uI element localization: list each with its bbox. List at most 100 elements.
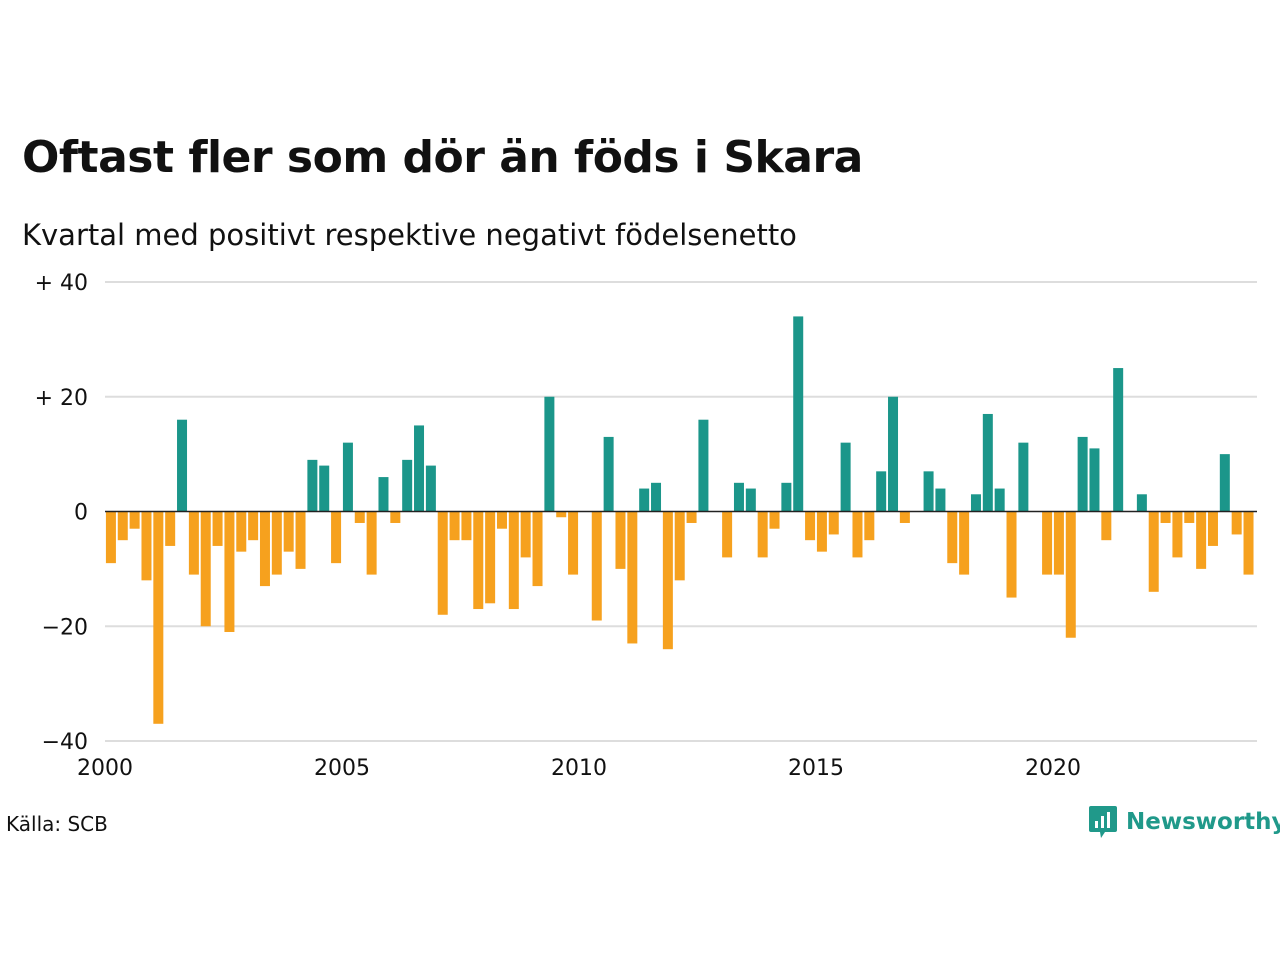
bar	[639, 488, 650, 512]
bar	[354, 511, 365, 523]
bar	[1089, 448, 1100, 512]
bar	[105, 511, 116, 564]
bar	[437, 511, 448, 615]
bar	[283, 511, 294, 552]
bar	[556, 511, 567, 518]
bar	[188, 511, 199, 575]
bar	[805, 511, 816, 541]
bar	[1077, 436, 1088, 512]
bar	[544, 396, 555, 512]
bar	[923, 471, 934, 512]
bar	[627, 511, 638, 644]
source-label: Källa: SCB	[6, 812, 108, 836]
bar	[402, 459, 413, 512]
bar	[793, 316, 804, 512]
bar	[828, 511, 839, 535]
bar	[722, 511, 733, 558]
bar	[876, 471, 887, 512]
bar	[378, 477, 389, 512]
bar	[259, 511, 270, 587]
bar	[603, 436, 614, 512]
chart-title: Oftast fler som dör än föds i Skara	[22, 132, 863, 183]
bars	[105, 316, 1257, 724]
bar	[295, 511, 306, 569]
chart-subtitle: Kvartal med positivt respektive negativt…	[22, 218, 797, 252]
bar	[864, 511, 875, 541]
bar	[508, 511, 519, 610]
x-tick-label: 2015	[788, 756, 844, 781]
bar	[141, 511, 152, 581]
bar	[200, 511, 211, 627]
grid-lines	[105, 281, 1257, 742]
bar	[1207, 511, 1218, 546]
bar	[1018, 442, 1029, 512]
bar	[331, 511, 342, 564]
bar	[662, 511, 673, 650]
bar	[129, 511, 140, 529]
bar	[899, 511, 910, 523]
logo-text: Newsworthy	[1126, 809, 1280, 835]
bar	[745, 488, 756, 512]
bar	[461, 511, 472, 541]
bar	[485, 511, 496, 604]
bar	[520, 511, 531, 558]
bar	[769, 511, 780, 529]
bar	[271, 511, 282, 575]
bar	[165, 511, 176, 546]
bar	[390, 511, 401, 523]
bar	[319, 465, 330, 512]
bar	[212, 511, 223, 546]
bar	[1184, 511, 1195, 523]
bar	[651, 482, 662, 512]
bar	[568, 511, 579, 575]
bar	[1219, 454, 1230, 512]
bar	[1053, 511, 1064, 575]
bar	[970, 494, 981, 512]
bar	[840, 442, 851, 512]
y-tick-label: + 20	[35, 386, 88, 411]
bar	[982, 413, 993, 512]
bar	[757, 511, 768, 558]
bar	[1231, 511, 1242, 535]
bar	[153, 511, 164, 724]
bar	[615, 511, 626, 569]
bar	[236, 511, 247, 552]
bar	[852, 511, 863, 558]
y-tick-label: 0	[74, 501, 88, 526]
bar	[591, 511, 602, 621]
bar	[816, 511, 827, 552]
x-tick-label: 2020	[1025, 756, 1081, 781]
bar	[959, 511, 970, 575]
bar	[1148, 511, 1159, 592]
bar	[733, 482, 744, 512]
bar	[1065, 511, 1076, 638]
bar	[1101, 511, 1112, 541]
y-tick-label: + 40	[35, 271, 88, 296]
bar	[117, 511, 128, 541]
x-tick-label: 2000	[77, 756, 133, 781]
bar	[994, 488, 1005, 512]
bar	[496, 511, 507, 529]
bar	[1113, 368, 1124, 512]
x-tick-label: 2010	[551, 756, 607, 781]
y-tick-label: −20	[42, 615, 88, 640]
bar	[1160, 511, 1171, 523]
bar	[414, 425, 425, 512]
bar	[686, 511, 697, 523]
newsworthy-logo-icon	[1089, 806, 1117, 838]
bar	[698, 419, 709, 512]
bar	[781, 482, 792, 512]
bar	[1172, 511, 1183, 558]
bar	[449, 511, 460, 541]
bar	[342, 442, 353, 512]
bar	[1243, 511, 1254, 575]
bar	[947, 511, 958, 564]
bar	[1136, 494, 1147, 512]
newsworthy-logo: Newsworthy	[1088, 804, 1280, 840]
bar	[425, 465, 436, 512]
bar	[1006, 511, 1017, 598]
bar	[366, 511, 377, 575]
y-tick-label: −40	[42, 730, 88, 755]
bar	[935, 488, 946, 512]
